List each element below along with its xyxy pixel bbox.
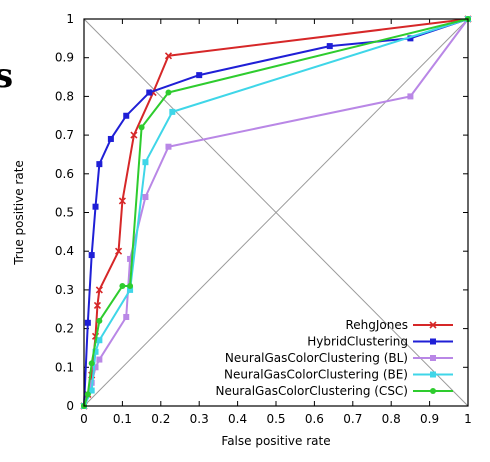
x-tick-label: 0.7 xyxy=(343,412,362,426)
y-tick-label: 1 xyxy=(66,12,74,26)
series-line xyxy=(83,18,469,407)
data-point-marker xyxy=(96,317,103,324)
data-point-marker xyxy=(127,283,134,290)
data-point-marker xyxy=(92,348,99,355)
data-point-marker xyxy=(88,360,95,367)
data-point-marker xyxy=(88,387,95,394)
y-tick-label: 0.6 xyxy=(55,167,74,181)
data-point-marker xyxy=(169,108,176,115)
legend-label: NeuralGasColorClustering (CSC) xyxy=(215,384,408,398)
legend-label: RehgJones xyxy=(345,318,408,332)
data-point-marker xyxy=(165,143,172,150)
x-tick-label: 0.3 xyxy=(190,412,209,426)
x-tick-label: 1 xyxy=(464,412,472,426)
reference-diagonal-inverse xyxy=(83,18,469,407)
y-tick-label: 0 xyxy=(66,399,74,413)
data-point-marker xyxy=(88,252,95,259)
cropped-caption-glyph: s xyxy=(0,56,14,96)
data-point-marker xyxy=(119,283,126,290)
x-tick-label: 0.2 xyxy=(151,412,170,426)
data-point-marker xyxy=(430,355,436,361)
x-tick-label: 0.6 xyxy=(305,412,324,426)
data-point-marker xyxy=(130,131,138,139)
data-point-marker xyxy=(93,301,102,309)
x-tick-label: 0 xyxy=(80,412,88,426)
data-point-marker xyxy=(84,319,91,326)
y-tick-label: 0.9 xyxy=(55,51,74,65)
data-point-marker xyxy=(95,286,103,294)
data-point-marker xyxy=(138,124,145,131)
y-tick-label: 0.4 xyxy=(55,244,74,258)
y-tick-label: 0.1 xyxy=(55,360,74,374)
data-point-marker xyxy=(96,161,103,168)
plot-frame xyxy=(83,18,469,407)
data-point-marker xyxy=(118,197,126,205)
data-point-marker xyxy=(407,35,414,42)
data-point-marker xyxy=(142,159,149,166)
x-axis-label: False positive rate xyxy=(221,434,330,448)
data-point-marker xyxy=(407,93,414,100)
y-axis-label: True positive rate xyxy=(12,160,26,266)
x-tick-label: 0.1 xyxy=(113,412,132,426)
marker-stroke xyxy=(130,131,138,139)
y-tick-label: 0.2 xyxy=(55,322,74,336)
legend-label: NeuralGasColorClustering (BE) xyxy=(224,368,408,382)
data-point-marker xyxy=(142,194,149,201)
x-tick-label: 0.8 xyxy=(382,412,401,426)
x-tick-label: 0.4 xyxy=(228,412,247,426)
y-tick-label: 0.8 xyxy=(55,89,74,103)
data-point-marker xyxy=(165,89,172,96)
data-point-marker xyxy=(430,338,436,345)
marker-stroke xyxy=(95,286,103,294)
series-line xyxy=(83,18,469,407)
data-point-marker xyxy=(430,371,436,378)
data-point-marker xyxy=(123,112,130,119)
legend-label: HybridClustering xyxy=(307,335,408,349)
data-point-marker xyxy=(92,364,99,371)
data-point-marker xyxy=(107,135,114,142)
y-tick-label: 0.7 xyxy=(55,128,74,142)
data-point-marker xyxy=(84,391,91,398)
data-point-marker xyxy=(96,356,103,363)
data-point-marker xyxy=(114,247,123,255)
marker-stroke xyxy=(429,321,437,329)
x-tick-label: 0.9 xyxy=(420,412,439,426)
y-tick-label: 0.5 xyxy=(55,206,74,220)
marker-stroke xyxy=(114,247,123,255)
series-line xyxy=(83,18,469,407)
data-point-marker xyxy=(429,321,437,329)
data-point-marker xyxy=(127,286,134,293)
data-point-marker xyxy=(127,255,134,262)
x-tick-label: 0.5 xyxy=(266,412,285,426)
legend: RehgJones HybridClustering NeuralGasColorC… xyxy=(215,318,453,398)
marker-stroke xyxy=(164,52,173,60)
series-group-4 xyxy=(81,16,471,409)
data-point-marker xyxy=(146,89,153,96)
marker-stroke xyxy=(93,301,102,309)
data-point-marker xyxy=(326,43,333,50)
data-point-marker xyxy=(196,72,203,79)
data-point-marker xyxy=(123,313,130,320)
data-point-marker xyxy=(430,388,436,394)
data-point-marker xyxy=(92,203,99,210)
data-point-marker xyxy=(164,52,173,60)
y-tick-label: 0.3 xyxy=(55,283,74,297)
data-point-marker xyxy=(96,337,103,344)
marker-stroke xyxy=(118,197,126,205)
legend-label: NeuralGasColorClustering (BL) xyxy=(225,351,408,365)
